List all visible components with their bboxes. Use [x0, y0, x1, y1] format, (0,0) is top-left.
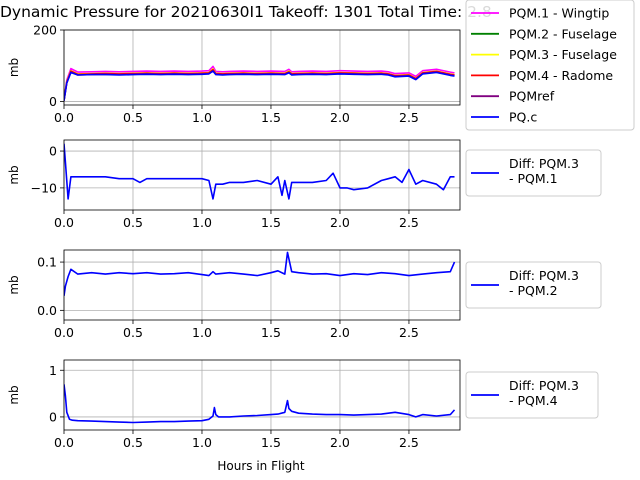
legend: Diff: PQM.3- PQM.1 — [465, 149, 602, 197]
legend-label: PQM.1 - Wingtip — [509, 6, 609, 21]
subplot-2: 0.0 0.5 1.0 1.5 2.0 2.5 0 −10 mb Diff: PQM.3- PQM… — [7, 139, 602, 230]
x-tick-label: 1.0 — [192, 215, 212, 230]
series-line-1 — [64, 65, 455, 100]
x-tick-label: 2.5 — [399, 435, 419, 450]
x-tick-label: 0.5 — [123, 215, 143, 230]
legend-label: - PQM.2 — [509, 283, 558, 298]
legend-label: - PQM.1 — [509, 171, 558, 186]
legend-label: Diff: PQM.3 — [509, 268, 579, 283]
subplot-3: 0.0 0.5 1.0 1.5 2.0 2.5 0.0 0.1 mb Diff: PQM.3- P… — [7, 249, 602, 340]
x-tick-label: 1.0 — [192, 435, 212, 450]
legend-box — [465, 261, 602, 309]
y-tick-label: 200 — [33, 23, 57, 38]
x-tick-label: 2.5 — [399, 110, 419, 125]
x-tick-label: 1.0 — [192, 110, 212, 125]
y-axis-label: mb — [7, 275, 21, 294]
legend: Diff: PQM.3- PQM.2 — [465, 261, 602, 309]
series-line-1 — [64, 384, 456, 424]
x-tick-label: 2.0 — [330, 110, 350, 125]
x-tick-label: 0.0 — [54, 325, 74, 340]
series-line-1 — [64, 143, 455, 200]
x-axis-label: Hours in Flight — [217, 459, 305, 473]
y-axis-label: mb — [7, 165, 21, 184]
axes-frame — [63, 29, 461, 106]
y-tick-label: 1 — [49, 363, 57, 378]
legend-label: Diff: PQM.3 — [509, 378, 579, 393]
x-tick-label: 0.0 — [54, 435, 74, 450]
x-tick-label: 1.5 — [261, 215, 281, 230]
legend-box — [465, 371, 599, 419]
subplot-4: 0.0 0.5 1.0 1.5 2.0 2.5 0 1 mb Diff: PQM.3- PQM.4 — [7, 359, 599, 450]
y-tick-label: 0 — [49, 144, 57, 159]
legend: Diff: PQM.3- PQM.4 — [465, 371, 599, 419]
series-line-6 — [64, 70, 455, 101]
axes-frame — [63, 139, 461, 211]
x-tick-label: 2.0 — [330, 435, 350, 450]
axes-frame — [63, 249, 461, 321]
y-axis-label: mb — [7, 58, 21, 77]
legend-label: PQM.4 - Radome — [509, 68, 613, 83]
y-tick-label: 0 — [49, 94, 57, 109]
legend-label: PQ.c — [509, 110, 537, 125]
x-tick-label: 0.0 — [54, 215, 74, 230]
x-tick-label: 2.0 — [330, 215, 350, 230]
axes-frame — [63, 359, 461, 431]
x-tick-label: 1.0 — [192, 325, 212, 340]
x-tick-label: 0.5 — [123, 325, 143, 340]
x-tick-label: 2.0 — [330, 325, 350, 340]
legend-label: PQM.2 - Fuselage — [509, 26, 617, 41]
x-tick-label: 0.5 — [123, 435, 143, 450]
x-tick-label: 1.5 — [261, 435, 281, 450]
x-tick-label: 1.5 — [261, 325, 281, 340]
legend-label: PQM.3 - Fuselage — [509, 47, 617, 62]
y-axis-label: mb — [7, 385, 21, 404]
y-tick-label: 0.0 — [37, 303, 57, 318]
x-tick-label: 0.5 — [123, 110, 143, 125]
x-tick-label: 2.5 — [399, 215, 419, 230]
figure-title: Dynamic Pressure for 20210630I1 Takeoff:… — [0, 3, 492, 21]
legend-label: Diff: PQM.3 — [509, 156, 579, 171]
legend-label: - PQM.4 — [509, 393, 558, 408]
legend-label: PQMref — [509, 89, 555, 104]
legend-box — [465, 0, 635, 131]
x-tick-label: 0.0 — [54, 110, 74, 125]
legend: PQM.1 - Wingtip PQM.2 - Fuselage PQM.3 - F… — [465, 0, 635, 131]
legend-box — [465, 149, 602, 197]
y-tick-label: 0 — [49, 409, 57, 424]
x-tick-label: 1.5 — [261, 110, 281, 125]
x-tick-label: 2.5 — [399, 325, 419, 340]
y-tick-label: −10 — [31, 180, 57, 195]
series-line-1 — [64, 251, 456, 297]
y-tick-label: 0.1 — [37, 255, 57, 270]
